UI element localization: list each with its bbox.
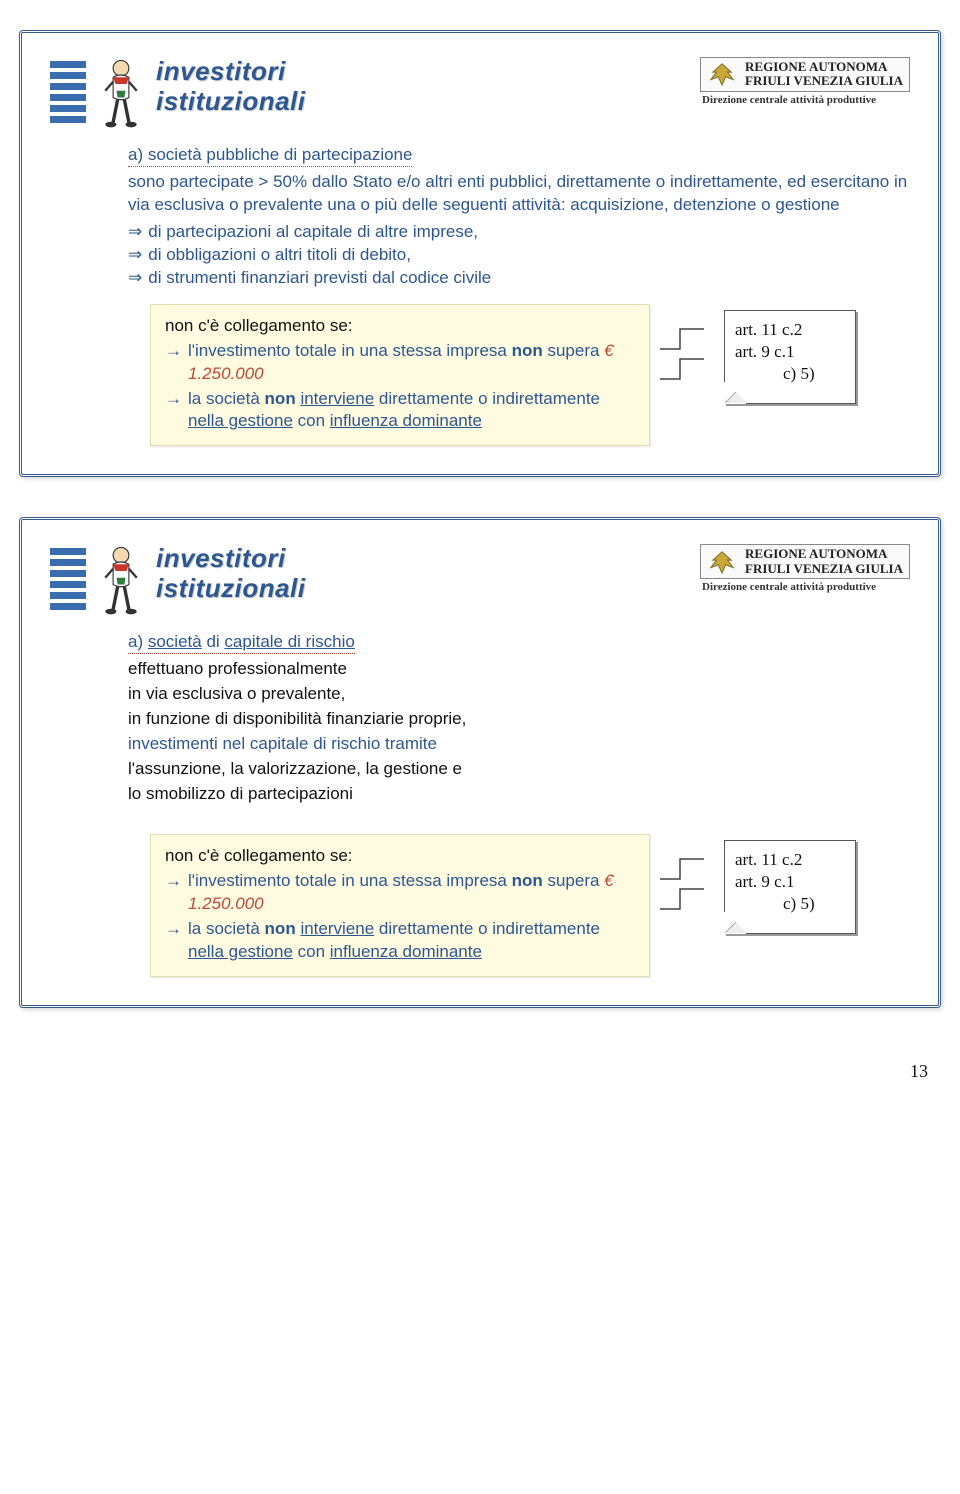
body-line: lo smobilizzo di partecipazioni bbox=[128, 783, 910, 806]
slide-header: investitori istituzionali REGIONE AUTONO… bbox=[50, 57, 910, 129]
title-line-2: istituzionali bbox=[156, 574, 306, 604]
body-line: l'assunzione, la valorizzazione, la gest… bbox=[128, 758, 910, 781]
slide-title: investitori istituzionali bbox=[156, 544, 306, 604]
body-line: effettuano professionalmente bbox=[128, 658, 910, 681]
lead-heading: a) società di capitale di rischio bbox=[128, 632, 355, 654]
callout-item-2: → la società non interviene direttamente… bbox=[165, 918, 635, 964]
lead-heading: a) società pubbliche di partecipazione bbox=[128, 145, 412, 167]
connector-line bbox=[660, 834, 714, 944]
region-subtitle: Direzione centrale attività produttive bbox=[702, 94, 876, 106]
slide-title: investitori istituzionali bbox=[156, 57, 306, 117]
mascot-icon bbox=[98, 544, 144, 616]
reference-note: art. 11 c.2 art. 9 c.1 c) 5) bbox=[724, 310, 856, 404]
bullet-list: ⇒di partecipazioni al capitale di altre … bbox=[128, 221, 910, 290]
decorative-bars bbox=[50, 548, 86, 610]
title-line-2: istituzionali bbox=[156, 87, 306, 117]
region-subtitle: Direzione centrale attività produttive bbox=[702, 581, 876, 593]
title-line-1: investitori bbox=[156, 544, 306, 574]
region-logo: REGIONE AUTONOMA FRIULI VENEZIA GIULIA D… bbox=[700, 544, 910, 593]
eagle-icon bbox=[707, 61, 737, 87]
callout-box: non c'è collegamento se: → l'investiment… bbox=[150, 304, 650, 447]
callout-item-1: → l'investimento totale in una stessa im… bbox=[165, 870, 635, 916]
body-line: investimenti nel capitale di rischio tra… bbox=[128, 733, 910, 756]
slide-1: investitori istituzionali REGIONE AUTONO… bbox=[19, 30, 941, 477]
region-logo: REGIONE AUTONOMA FRIULI VENEZIA GIULIA D… bbox=[700, 57, 910, 106]
page-number: 13 bbox=[910, 1061, 928, 1082]
body-line: in funzione di disponibilità finanziarie… bbox=[128, 708, 910, 731]
callout-item-2: → la società non interviene direttamente… bbox=[165, 388, 635, 434]
callout-box: non c'è collegamento se: → l'investiment… bbox=[150, 834, 650, 977]
body-paragraph: sono partecipate > 50% dallo Stato e/o a… bbox=[128, 171, 910, 217]
callout-head: non c'è collegamento se: bbox=[165, 845, 635, 868]
connector-line bbox=[660, 304, 714, 414]
callout-head: non c'è collegamento se: bbox=[165, 315, 635, 338]
slide-2: investitori istituzionali REGIONE AUTONO… bbox=[19, 517, 941, 1007]
body-line: in via esclusiva o prevalente, bbox=[128, 683, 910, 706]
slide-header: investitori istituzionali REGIONE AUTONO… bbox=[50, 544, 910, 616]
decorative-bars bbox=[50, 61, 86, 123]
reference-note: art. 11 c.2 art. 9 c.1 c) 5) bbox=[724, 840, 856, 934]
eagle-icon bbox=[707, 549, 737, 575]
region-name: REGIONE AUTONOMA FRIULI VENEZIA GIULIA bbox=[745, 60, 903, 89]
callout-item-1: → l'investimento totale in una stessa im… bbox=[165, 340, 635, 386]
region-name: REGIONE AUTONOMA FRIULI VENEZIA GIULIA bbox=[745, 547, 903, 576]
mascot-icon bbox=[98, 57, 144, 129]
title-line-1: investitori bbox=[156, 57, 306, 87]
